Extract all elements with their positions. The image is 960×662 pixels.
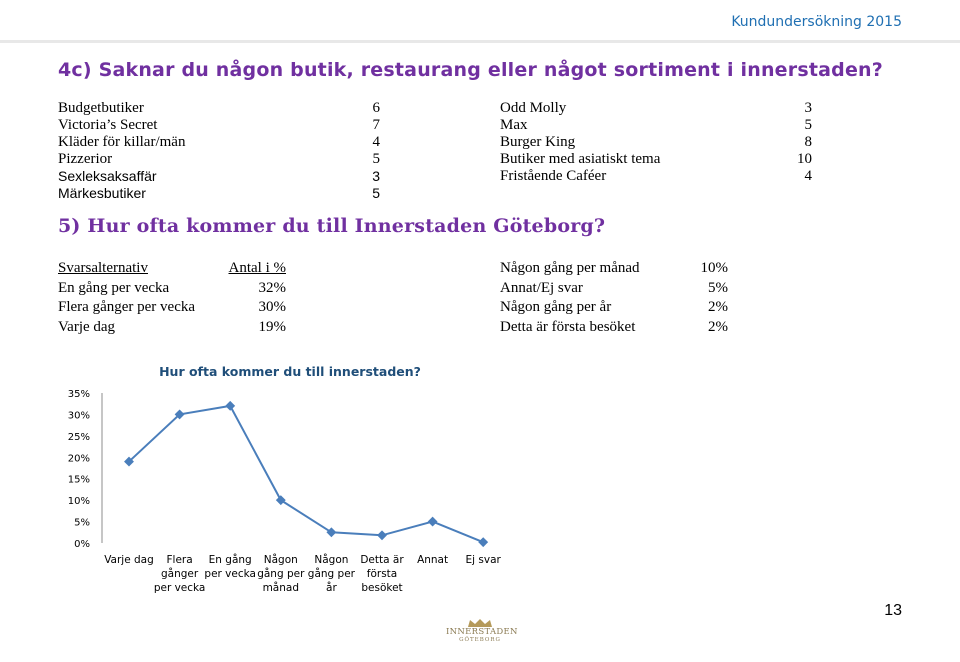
y-tick-label: 15% [68,475,90,486]
q4c-item-label: Max [500,117,528,133]
x-tick-label: Varje dag [104,554,154,566]
q4c-item-label: Fristående Caféer [500,168,607,184]
data-point-marker [225,400,236,411]
q5-option-row: Flera gånger per vecka 30% [58,299,288,319]
q5-option-label: Detta är första besöket [500,318,636,335]
q5-option-row: Varje dag 19% [58,319,288,339]
q5-option-label: Någon gång per år [500,299,612,315]
q4c-item-value: 8 [804,134,813,150]
q5-option-label: Flera gånger per vecka [58,299,196,315]
series-polyline [128,404,484,544]
q5-header-row: Svarsalternativ Antal i % [58,260,288,280]
q4c-item-row: Fristående Caféer 4 [500,168,812,185]
q4c-item-label: Märkesbutiker [58,185,146,201]
data-point-marker [427,516,438,527]
series-line [124,400,489,548]
q5-option-row: Någon gång per månad 10% [500,260,730,280]
q5-option-label: En gång per vecka [58,279,170,296]
q4c-item-row: Odd Molly 3 [500,100,812,117]
x-tick-label: Någon gång per månad [257,553,305,594]
question-5-title: 5) Hur ofta kommer du till Innerstaden G… [58,215,606,237]
y-tick-labels: 0% 5% 10% 15% 20% 25% 30% 35% [68,389,90,550]
q4c-item-row: Märkesbutiker 5 [58,185,380,202]
q4c-right-list: Odd Molly 3 Max 5 Burger King 8 Butiker med as… [500,100,812,185]
chart-title: Hur ofta kommer du till innerstaden? [159,364,421,379]
data-point-marker [326,527,337,538]
y-tick-label: 30% [68,410,90,421]
q4c-item-label: Budgetbutiker [58,100,144,116]
q5-option-value: 30% [258,299,287,315]
page-number: 13 [884,602,902,619]
q5-option-row: Detta är första besöket 2% [500,319,730,339]
logo-subline: GÖTEBORG [459,637,501,643]
q4c-item-value: 5 [372,151,381,167]
y-tick-label: 20% [68,453,90,464]
q4c-item-value: 3 [372,168,380,184]
data-point-marker [478,537,489,548]
data-point-marker [377,530,387,541]
x-tick-label: Detta är första besöket [360,554,404,594]
crown-icon [468,619,492,627]
y-tick-label: 5% [74,518,90,529]
q4c-item-row: Sexleksaksaffär 3 [58,168,380,185]
q5-option-value: 2% [708,299,728,315]
q5-option-value: 10% [700,260,729,276]
q4c-item-row: Kläder för killar/män 4 [58,134,380,151]
y-tick-label: 25% [68,432,90,443]
q4c-item-row: Butiker med asiatiskt tema 10 [500,151,812,168]
q4c-item-value: 10 [797,151,812,167]
q5-option-row: En gång per vecka 32% [58,280,288,300]
q5-option-label: Varje dag [58,318,116,335]
q5-right-table: Någon gång per månad 10% Annat/Ej svar 5% Nå… [500,260,730,338]
q5-option-value: 5% [708,279,728,296]
innerstaden-logo: INNERSTADEN GÖTEBORG [446,618,518,654]
q4c-item-label: Sexleksaksaffär [58,168,157,184]
q4c-item-value: 3 [804,100,813,116]
q4c-item-label: Burger King [500,134,576,150]
x-tick-label: Annat [417,554,448,566]
q4c-item-label: Kläder för killar/män [58,134,186,150]
frequency-line-chart: Hur ofta kommer du till innerstaden? 0% 5… [68,364,502,594]
q5-option-row: Någon gång per år 2% [500,299,730,319]
question-4c-title: 4c) Saknar du någon butik, restaurang el… [58,59,883,81]
q4c-item-row: Max 5 [500,117,812,134]
q4c-item-value: 4 [804,168,813,184]
q5-header-share: Antal i % [228,260,287,276]
y-tick-label: 35% [68,389,90,400]
q5-option-value: 32% [258,279,287,296]
q4c-left-list: Budgetbutiker 6 Victoria’s Secret 7 Kläder f… [58,100,380,202]
q4c-item-value: 7 [372,117,381,133]
q5-option-value: 19% [258,318,287,335]
q4c-item-row: Victoria’s Secret 7 [58,117,380,134]
y-tick-label: 10% [68,496,90,507]
q4c-item-value: 5 [804,117,813,133]
q5-option-row: Annat/Ej svar 5% [500,280,730,300]
q4c-item-row: Pizzerior 5 [58,151,380,168]
data-point-marker [124,456,134,467]
q5-header-option: Svarsalternativ [58,260,148,276]
q4c-item-label: Butiker med asiatiskt tema [500,151,661,167]
logo-wordmark: INNERSTADEN [446,627,518,637]
q5-option-label: Någon gång per månad [500,260,640,276]
data-point-marker [275,495,286,506]
q4c-item-value: 6 [372,100,381,116]
x-tick-label: Ej svar [466,554,502,566]
y-tick-label: 0% [74,539,90,550]
q4c-item-value: 5 [372,185,380,201]
q5-option-value: 2% [708,318,728,335]
report-tag: Kundundersökning 2015 [731,14,902,30]
q4c-item-row: Budgetbutiker 6 [58,100,380,117]
q5-left-table: Svarsalternativ Antal i % En gång per ve… [58,260,288,338]
header-divider [0,40,960,43]
x-tick-label: Någon gång per år [308,553,356,594]
q4c-item-value: 4 [372,134,381,150]
q4c-item-label: Odd Molly [500,100,567,116]
q4c-item-row: Burger King 8 [500,134,812,151]
x-tick-label: Flera gånger per vecka [154,554,206,594]
q4c-item-label: Victoria’s Secret [58,117,158,133]
q4c-item-label: Pizzerior [58,151,113,167]
x-tick-label: En gång per vecka [204,553,256,580]
q5-option-label: Annat/Ej svar [500,279,583,296]
